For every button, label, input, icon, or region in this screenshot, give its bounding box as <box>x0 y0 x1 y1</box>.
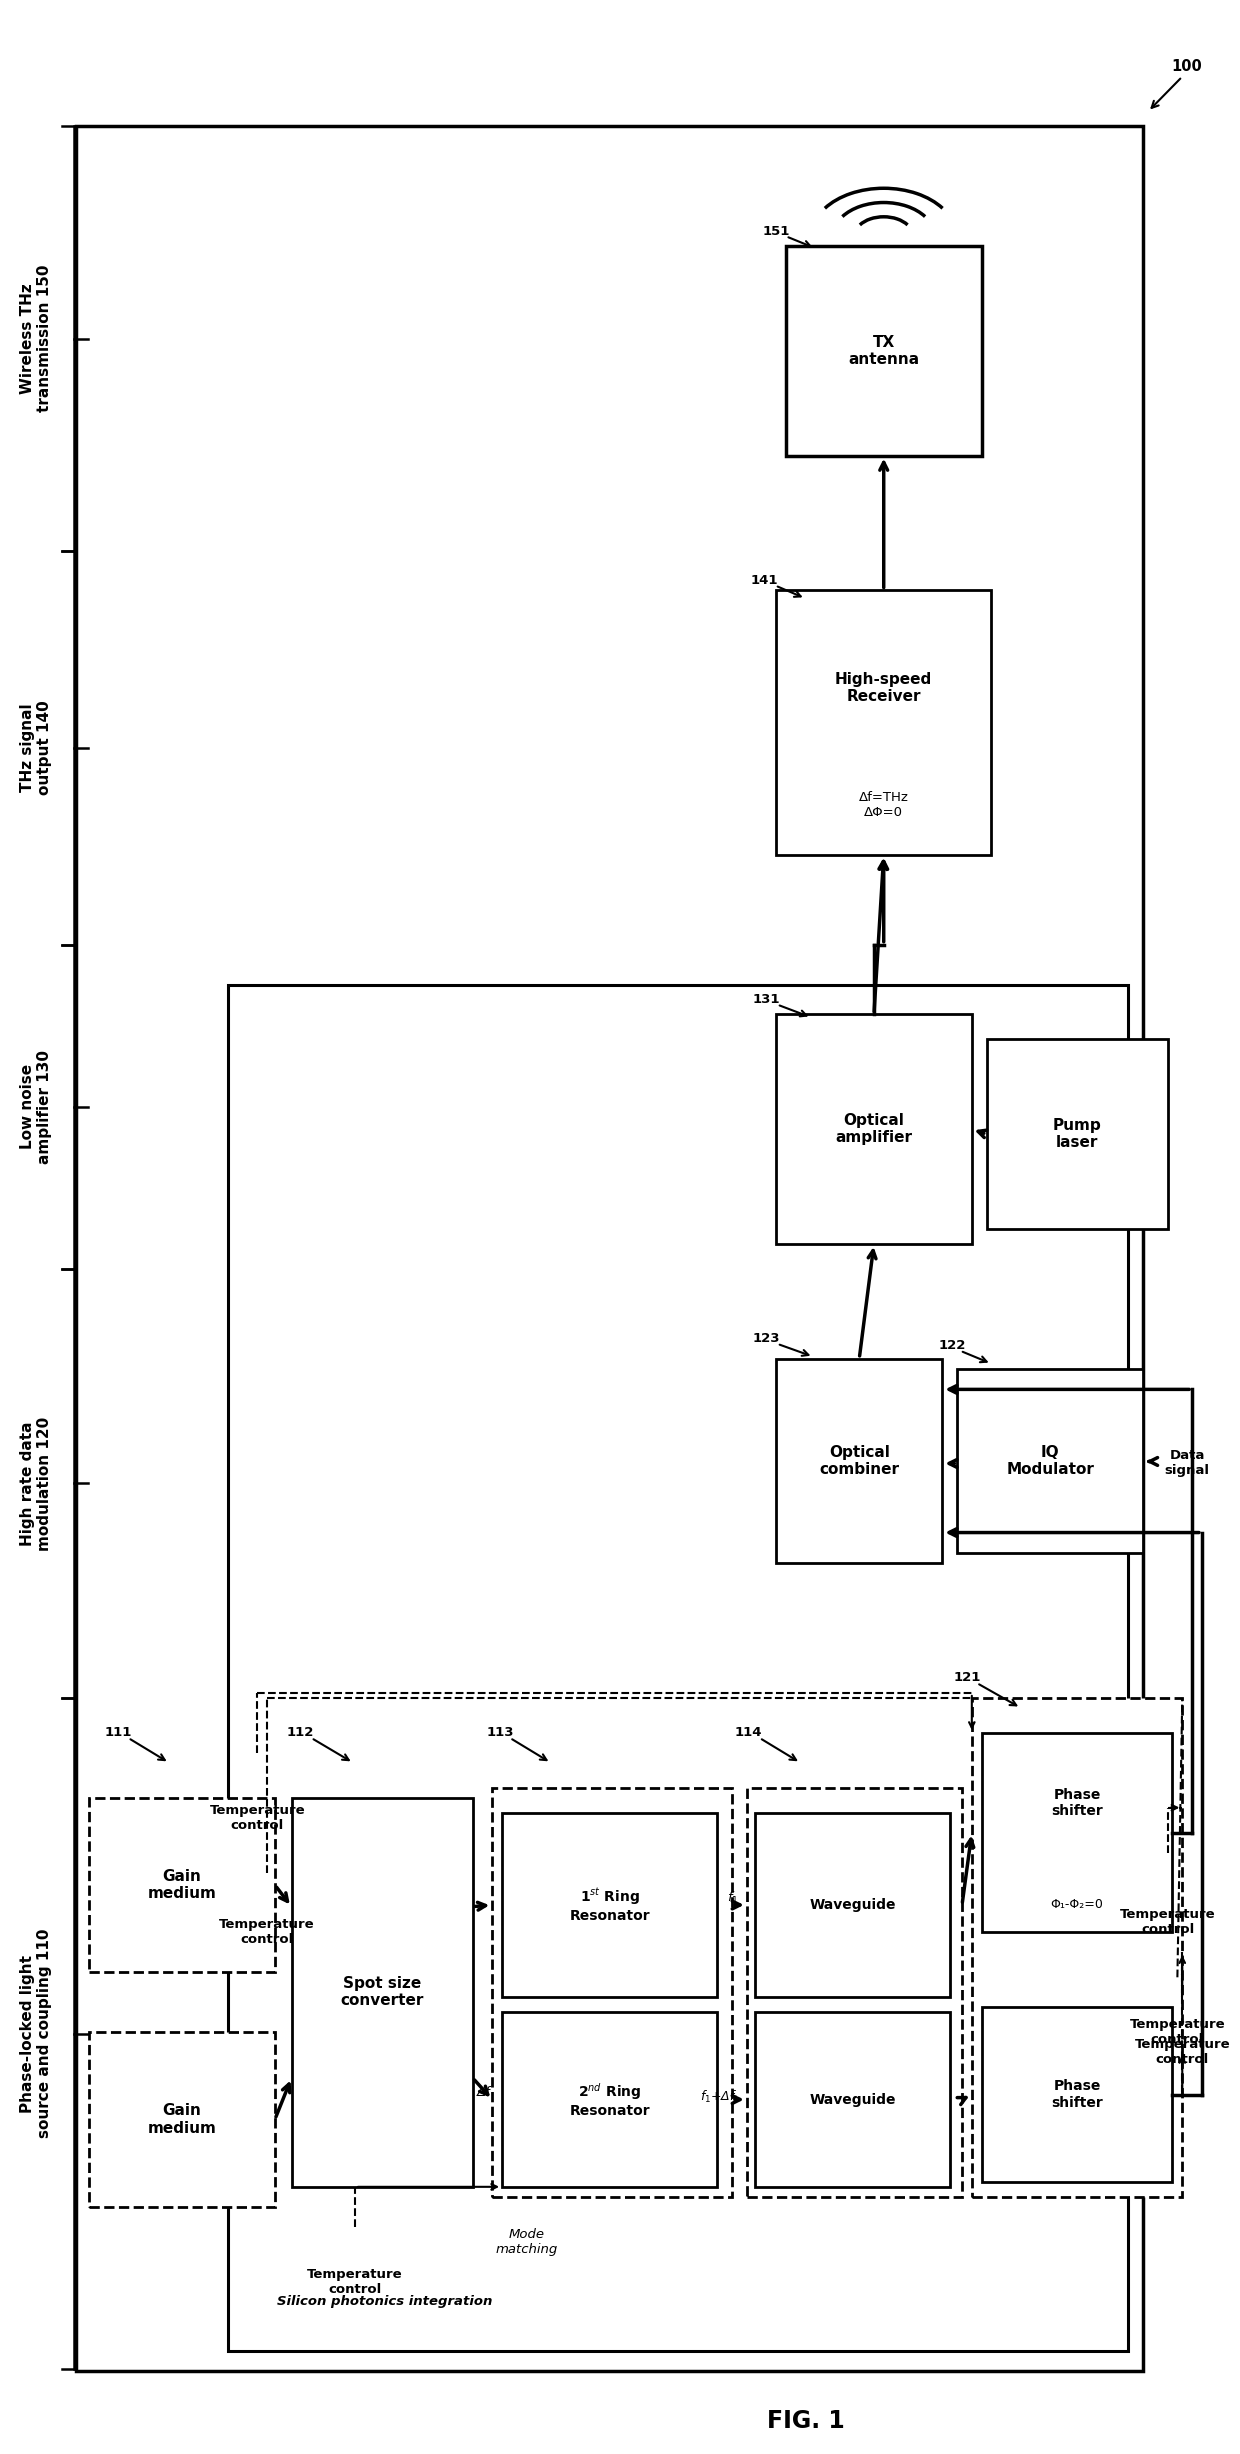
Text: f$_1$+Δf$_i$: f$_1$+Δf$_i$ <box>701 2088 739 2106</box>
Text: Phase-locked light
source and coupling 110: Phase-locked light source and coupling 1… <box>20 1929 52 2137</box>
Text: TX
antenna: TX antenna <box>848 334 919 368</box>
Text: Optical
combiner: Optical combiner <box>820 1445 899 1477</box>
Text: Gain
medium: Gain medium <box>148 1870 216 1902</box>
Text: Mode
matching: Mode matching <box>495 2228 558 2255</box>
Text: High-speed
Receiver: High-speed Receiver <box>835 672 932 704</box>
Text: Data
signal: Data signal <box>1164 1450 1210 1477</box>
Text: 121: 121 <box>954 1671 981 1683</box>
Text: Δf=THz
ΔΦ=0: Δf=THz ΔΦ=0 <box>859 790 909 820</box>
Text: IQ
Modulator: IQ Modulator <box>1006 1445 1094 1477</box>
Text: 112: 112 <box>286 1725 314 1740</box>
Text: 111: 111 <box>104 1725 131 1740</box>
FancyBboxPatch shape <box>228 984 1128 2351</box>
Text: 114: 114 <box>735 1725 763 1740</box>
FancyBboxPatch shape <box>972 1698 1182 2196</box>
Text: Low noise
amplifier 130: Low noise amplifier 130 <box>20 1050 52 1163</box>
FancyBboxPatch shape <box>502 2012 717 2187</box>
FancyBboxPatch shape <box>754 2012 950 2187</box>
Text: Waveguide: Waveguide <box>810 1897 895 1912</box>
FancyBboxPatch shape <box>291 1799 472 2187</box>
Text: 100: 100 <box>1172 59 1203 74</box>
Text: Temperature
control: Temperature control <box>219 1919 315 1946</box>
Text: Spot size
converter: Spot size converter <box>341 1975 424 2007</box>
Text: Silicon photonics integration: Silicon photonics integration <box>277 2294 492 2309</box>
Text: Temperature
control: Temperature control <box>308 2267 403 2294</box>
Text: 1$^{st}$ Ring
Resonator: 1$^{st}$ Ring Resonator <box>569 1887 650 1924</box>
Text: Wireless THz
transmission 150: Wireless THz transmission 150 <box>20 265 52 412</box>
FancyBboxPatch shape <box>76 128 1143 2371</box>
Text: 2$^{nd}$ Ring
Resonator: 2$^{nd}$ Ring Resonator <box>569 2081 650 2118</box>
Text: 141: 141 <box>750 574 777 587</box>
Text: 151: 151 <box>763 226 790 238</box>
FancyBboxPatch shape <box>502 1814 717 1998</box>
Text: 131: 131 <box>753 994 780 1006</box>
Text: 123: 123 <box>753 1333 780 1345</box>
FancyBboxPatch shape <box>776 591 992 854</box>
Text: Temperature
control: Temperature control <box>210 1804 305 1831</box>
FancyBboxPatch shape <box>957 1369 1143 1553</box>
Text: THz signal
output 140: THz signal output 140 <box>20 699 52 795</box>
Text: Phase
shifter: Phase shifter <box>1052 2079 1102 2110</box>
Text: Temperature
control: Temperature control <box>1135 2039 1230 2066</box>
FancyBboxPatch shape <box>982 2007 1173 2182</box>
Text: 113: 113 <box>486 1725 513 1740</box>
Text: Temperature
control: Temperature control <box>1120 1909 1215 1936</box>
FancyBboxPatch shape <box>89 1799 275 1973</box>
Text: Pump
laser: Pump laser <box>1053 1119 1101 1151</box>
FancyBboxPatch shape <box>987 1040 1168 1229</box>
Text: Temperature
control: Temperature control <box>1130 2017 1225 2047</box>
FancyBboxPatch shape <box>982 1733 1173 1931</box>
Text: Gain
medium: Gain medium <box>148 2103 216 2135</box>
FancyBboxPatch shape <box>776 1360 942 1563</box>
Text: High rate data
modulation 120: High rate data modulation 120 <box>20 1416 52 1551</box>
Text: Δf: Δf <box>476 2086 490 2098</box>
Text: 122: 122 <box>939 1340 966 1352</box>
FancyBboxPatch shape <box>776 1014 972 1244</box>
Text: Optical
amplifier: Optical amplifier <box>836 1114 913 1146</box>
Text: Phase
shifter: Phase shifter <box>1052 1787 1102 1818</box>
FancyBboxPatch shape <box>754 1814 950 1998</box>
Text: f$_1$: f$_1$ <box>727 1890 739 1904</box>
FancyBboxPatch shape <box>786 245 982 456</box>
Text: Φ₁-Φ₂=0: Φ₁-Φ₂=0 <box>1050 1897 1104 1912</box>
FancyBboxPatch shape <box>746 1787 962 2196</box>
Text: FIG. 1: FIG. 1 <box>766 2410 844 2434</box>
FancyBboxPatch shape <box>89 2032 275 2206</box>
Text: Waveguide: Waveguide <box>810 2093 895 2106</box>
FancyBboxPatch shape <box>492 1787 732 2196</box>
